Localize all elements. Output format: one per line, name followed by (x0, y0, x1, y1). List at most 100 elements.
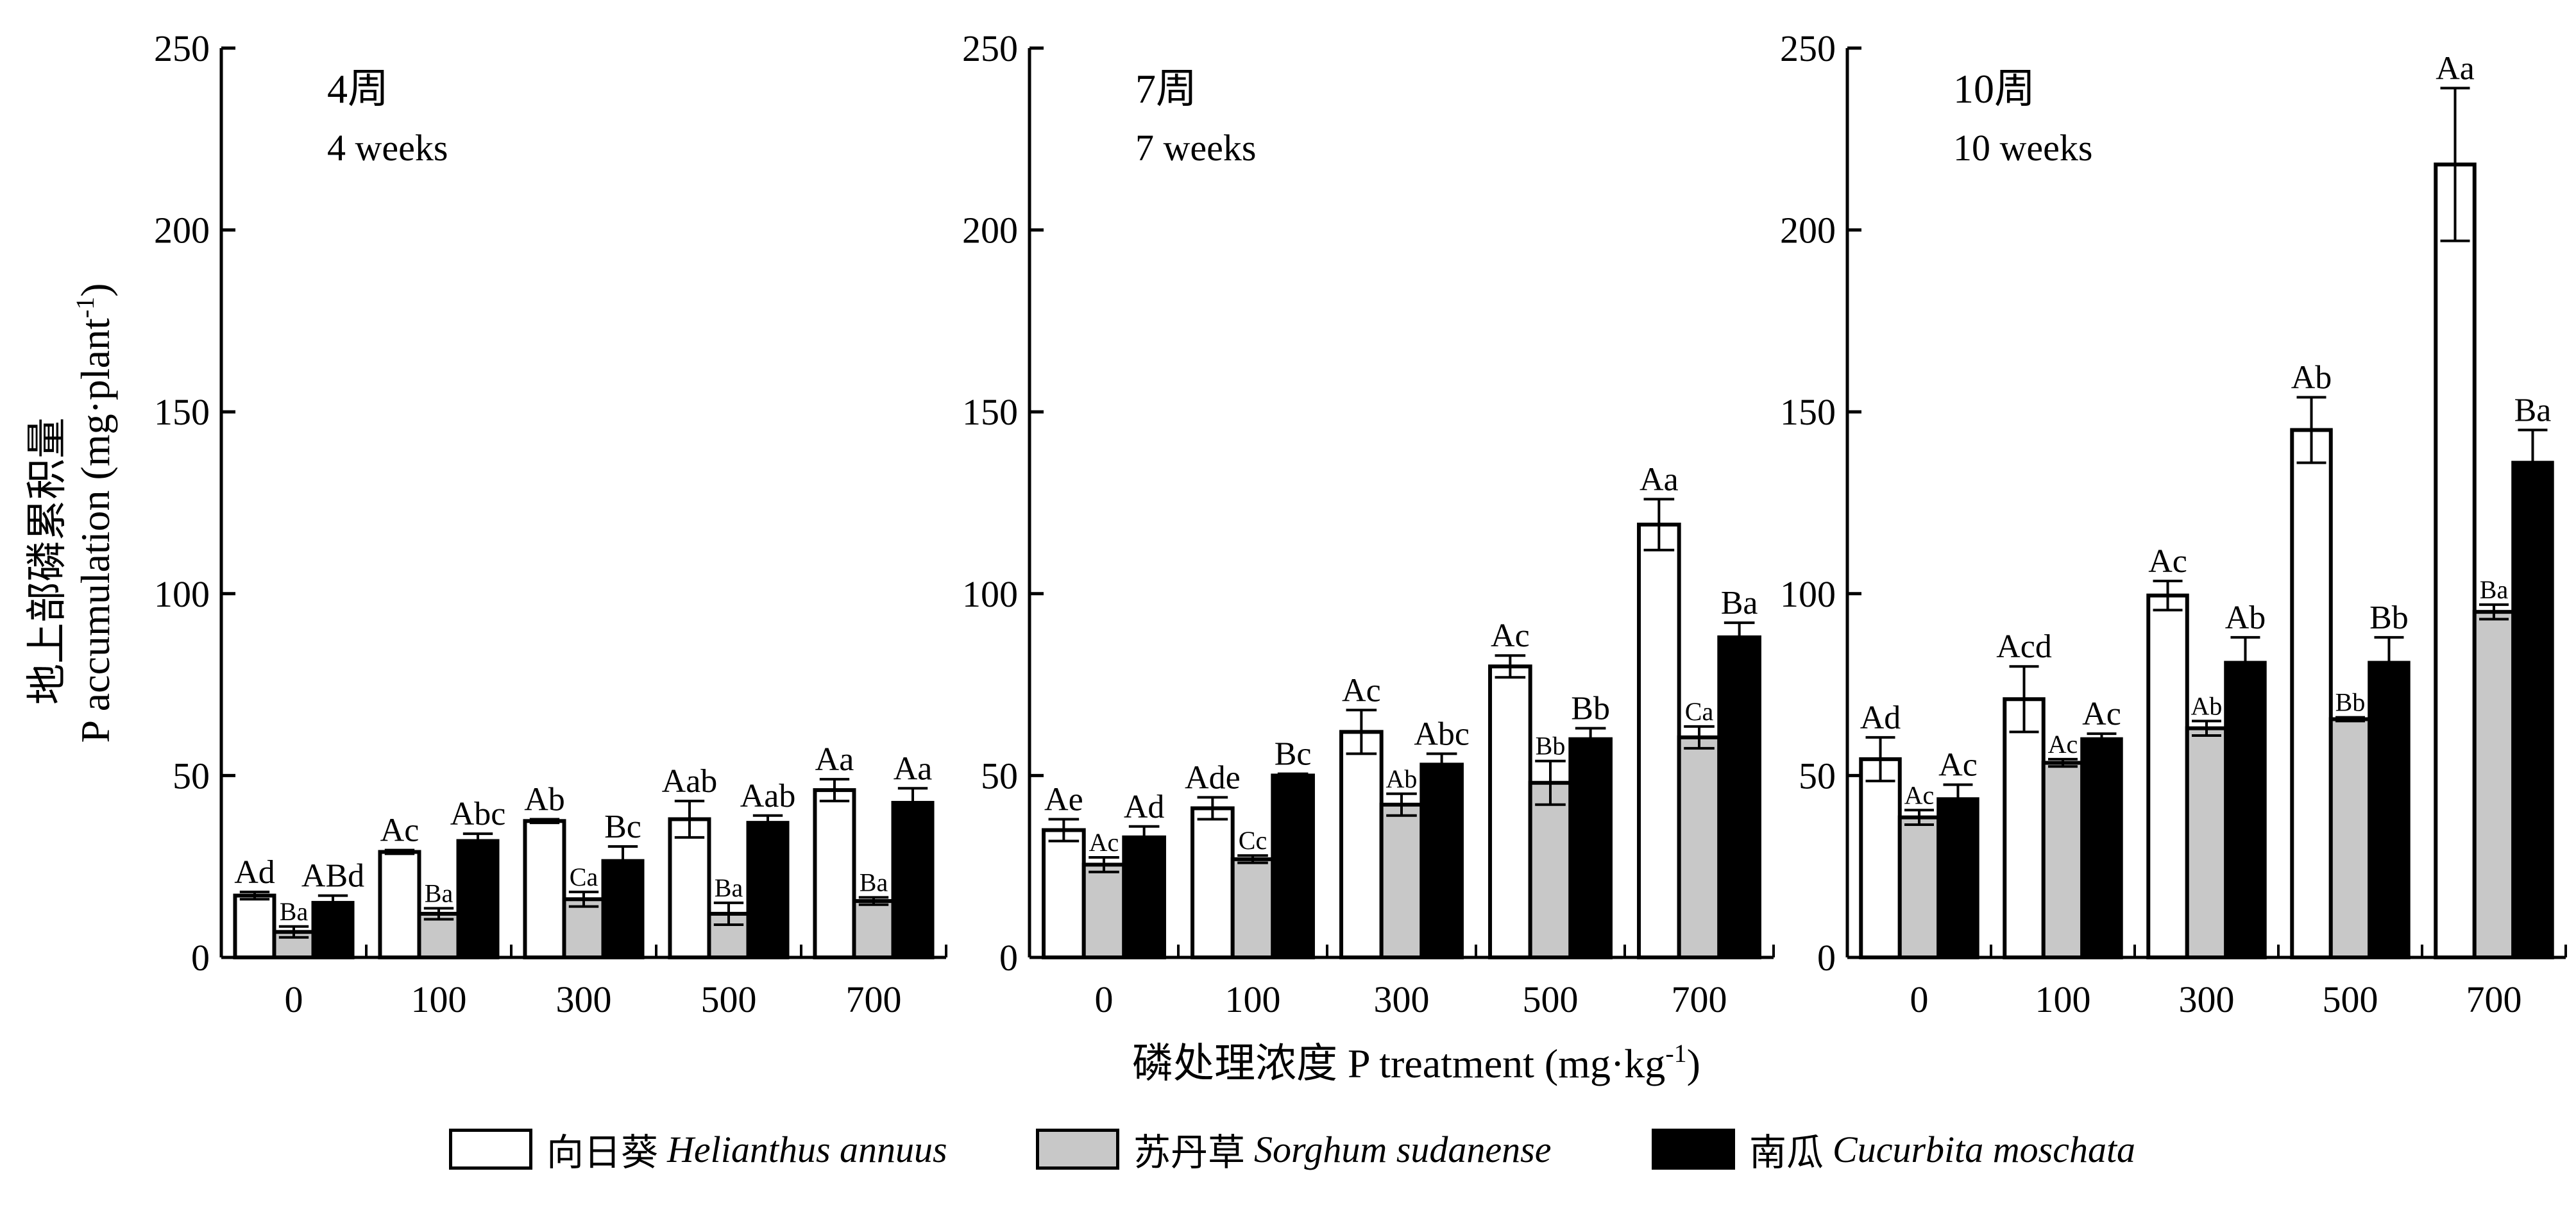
significance-label: Ad (1860, 700, 1901, 736)
significance-label: Ba (280, 897, 309, 926)
panel-title-zh: 7周 (1135, 66, 1197, 112)
bar (746, 821, 790, 959)
significance-label: Abc (1414, 716, 1470, 752)
significance-label: Aab (740, 778, 796, 814)
bar (456, 839, 500, 959)
y-tick-label: 250 (1780, 28, 1836, 69)
legend-label-zh: 苏丹草 (1133, 1132, 1246, 1174)
significance-label: Ca (1685, 697, 1714, 726)
significance-label: Ba (1721, 585, 1758, 621)
bar (891, 800, 935, 959)
bar (2434, 162, 2477, 959)
significance-label: Acd (1996, 628, 2052, 665)
significance-label: Ac (2082, 696, 2121, 732)
x-tick-label: 500 (1523, 979, 1579, 1020)
panel-title-en: 4 weeks (327, 127, 448, 169)
y-tick-label: 50 (173, 755, 210, 796)
bar (668, 817, 711, 959)
significance-label: Aab (662, 763, 718, 800)
y-tick-label: 250 (962, 28, 1018, 69)
bar (813, 788, 856, 959)
y-tick-label: 100 (1780, 573, 1836, 615)
legend-item-sorghum: 苏丹草 Sorghum sudanense (1036, 1124, 1551, 1175)
bar (2041, 761, 2085, 959)
bar (417, 911, 461, 960)
x-tick-label: 700 (846, 979, 902, 1020)
significance-label: Ab (2225, 600, 2266, 636)
significance-label: Ab (1386, 764, 1418, 793)
y-tick-label: 50 (981, 755, 1018, 796)
significance-label: Ad (234, 854, 275, 891)
bar (2328, 717, 2372, 959)
x-axis-label: 磷处理浓度 P treatment (mg·kg-1) (1132, 1039, 1700, 1086)
significance-label: Ac (1342, 672, 1381, 709)
bar (2290, 428, 2333, 959)
y-tick-label: 150 (1780, 391, 1836, 433)
x-tick-label: 300 (2179, 979, 2235, 1020)
y-tick-label: 200 (154, 210, 210, 251)
y-tick-label: 150 (154, 391, 210, 433)
legend-swatch-gray (1036, 1129, 1119, 1170)
x-tick-label: 0 (1095, 979, 1114, 1020)
x-tick-label: 500 (2323, 979, 2378, 1020)
bar (1637, 523, 1681, 959)
y-tick-label: 50 (1799, 755, 1836, 796)
bar (1677, 735, 1722, 959)
bar (1042, 828, 1086, 959)
bar (852, 899, 895, 959)
y-tick-label: 150 (962, 391, 1018, 433)
bar (523, 819, 566, 960)
bar (1528, 780, 1573, 960)
significance-label: Ba (2480, 575, 2509, 604)
bar (1081, 863, 1126, 960)
panel-title-zh: 4周 (327, 66, 389, 112)
significance-label: Bb (1536, 732, 1566, 761)
bar (2003, 697, 2046, 959)
bar (1379, 802, 1424, 959)
significance-label: Ab (2291, 360, 2332, 396)
bar (1568, 737, 1613, 960)
significance-label: Aa (815, 741, 854, 778)
bar (1230, 857, 1275, 959)
legend-label-sci: Helianthus annuus (667, 1128, 947, 1170)
x-tick-label: 100 (2035, 979, 2091, 1020)
bar (1271, 773, 1315, 960)
y-tick-label: 0 (191, 937, 210, 979)
bar (1419, 762, 1464, 960)
legend-swatch-black (1652, 1129, 1735, 1170)
significance-label: Ba (860, 868, 888, 896)
x-tick-label: 700 (1672, 979, 1727, 1020)
bar (2472, 610, 2516, 959)
significance-label: Ba (2514, 392, 2552, 429)
y-axis-label-zh: 地上部磷累积量 (24, 417, 70, 705)
y-tick-label: 0 (999, 937, 1018, 979)
bar (1488, 664, 1532, 959)
significance-label: Ac (2048, 730, 2078, 759)
bar (1191, 806, 1235, 959)
significance-label: Ba (425, 879, 453, 907)
significance-label: Ab (524, 781, 565, 818)
significance-label: Ade (1185, 759, 1241, 796)
significance-label: Aa (2436, 50, 2475, 87)
significance-label: Ab (2191, 691, 2223, 720)
significance-label: Bb (2335, 688, 2366, 717)
legend-label-zh: 向日葵 (547, 1132, 659, 1174)
y-tick-label: 100 (154, 573, 210, 615)
legend-label-sci: Sorghum sudanense (1254, 1128, 1552, 1170)
bar (2185, 726, 2228, 959)
significance-label: Cc (1239, 826, 1267, 855)
y-tick-label: 0 (1817, 937, 1836, 979)
y-tick-label: 100 (962, 573, 1018, 615)
significance-label: Aa (1640, 461, 1679, 498)
bar (2511, 460, 2554, 959)
bar (1859, 757, 1902, 959)
bar (1717, 635, 1761, 959)
x-tick-label: 300 (1374, 979, 1430, 1020)
x-tick-label: 300 (556, 979, 612, 1020)
legend-item-helianthus: 向日葵 Helianthus annuus (449, 1124, 947, 1175)
y-tick-label: 200 (1780, 210, 1836, 251)
significance-label: Ac (380, 812, 419, 849)
